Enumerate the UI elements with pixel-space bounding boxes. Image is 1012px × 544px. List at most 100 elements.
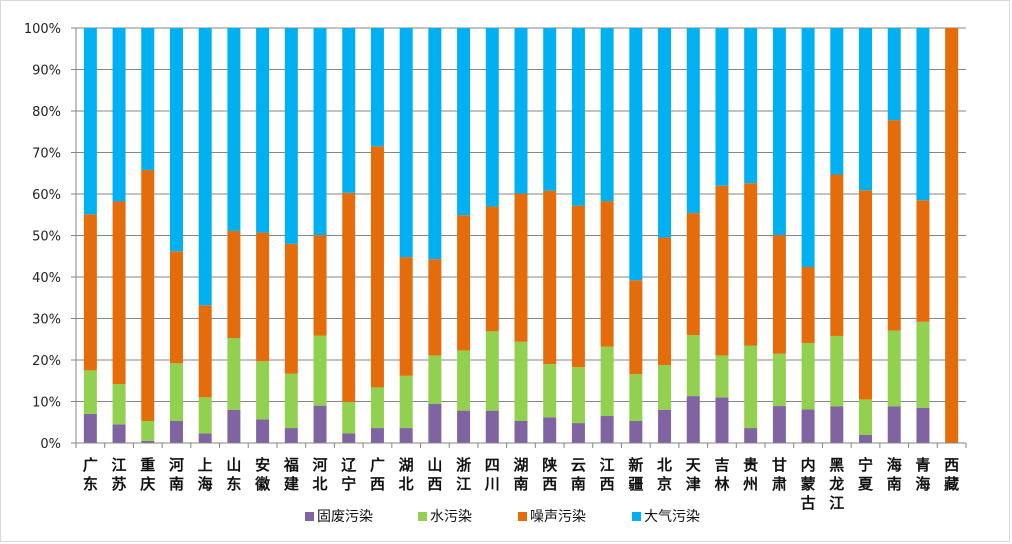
legend-label: 大气污染 bbox=[644, 509, 700, 525]
bar-segment bbox=[169, 363, 183, 422]
x-category-label: 贵州 bbox=[742, 456, 758, 493]
bar-segment bbox=[399, 28, 413, 258]
x-category-label: 辽宁 bbox=[341, 456, 356, 493]
bar-segment bbox=[715, 355, 729, 398]
bar-segment bbox=[485, 206, 499, 332]
x-category-label: 四川 bbox=[484, 456, 500, 493]
legend-swatch bbox=[518, 512, 527, 521]
bar-segment bbox=[658, 28, 672, 238]
bar-segment bbox=[658, 237, 672, 365]
y-tick-label: 90% bbox=[32, 64, 61, 79]
legend-label: 噪声污染 bbox=[530, 509, 586, 525]
x-category-label: 山东 bbox=[226, 456, 241, 493]
bar-segment bbox=[485, 28, 499, 207]
x-category-label: 陕西 bbox=[542, 456, 557, 493]
bar-segment bbox=[256, 419, 270, 443]
bar-segment bbox=[887, 330, 901, 407]
bar-segment bbox=[313, 335, 327, 406]
bar-segment bbox=[629, 280, 643, 375]
bar-segment bbox=[543, 364, 557, 418]
bar-segment bbox=[830, 406, 844, 443]
x-category-label: 重庆 bbox=[140, 456, 155, 493]
bar-segment bbox=[198, 397, 212, 434]
bar-segment bbox=[141, 421, 155, 441]
bar-segment bbox=[370, 387, 384, 429]
bar-segment bbox=[744, 28, 758, 184]
bar-segment bbox=[370, 146, 384, 388]
bar-segment bbox=[830, 28, 844, 175]
bar-segment bbox=[227, 338, 241, 410]
x-category-label: 江西 bbox=[600, 456, 615, 493]
bar-segment bbox=[227, 409, 241, 443]
x-category-label: 海南 bbox=[887, 456, 902, 493]
bar-segment bbox=[313, 235, 327, 336]
bar-segment bbox=[342, 192, 356, 402]
bar-segment bbox=[256, 28, 270, 233]
bar-segment bbox=[600, 201, 614, 347]
bar-segment bbox=[686, 213, 700, 336]
bar-segment bbox=[342, 401, 356, 434]
bar-segment bbox=[916, 28, 930, 201]
legend-label: 固废污染 bbox=[317, 509, 373, 525]
legend-swatch bbox=[632, 512, 641, 521]
bar-segment bbox=[112, 28, 126, 202]
bar-segment bbox=[801, 342, 815, 410]
bar-segment bbox=[744, 183, 758, 346]
bar-segment bbox=[600, 416, 614, 443]
bar-segment bbox=[830, 174, 844, 336]
x-category-label: 安徽 bbox=[254, 456, 271, 493]
y-tick-label: 50% bbox=[32, 230, 61, 245]
bar-segment bbox=[342, 433, 356, 443]
axes bbox=[75, 28, 967, 448]
bar-segment bbox=[370, 428, 384, 443]
bar-segment bbox=[916, 200, 930, 322]
bar-segment bbox=[112, 424, 126, 443]
bar-segment bbox=[772, 28, 786, 236]
bar-segment bbox=[916, 407, 930, 443]
bars bbox=[83, 28, 959, 443]
bar-segment bbox=[772, 353, 786, 407]
legend-label: 水污染 bbox=[430, 509, 472, 525]
bar-segment bbox=[571, 28, 585, 206]
bar-segment bbox=[514, 193, 528, 342]
bar-segment bbox=[686, 396, 700, 443]
bar-segment bbox=[399, 257, 413, 376]
bar-segment bbox=[227, 28, 241, 231]
x-category-label: 新疆 bbox=[628, 456, 643, 493]
bar-segment bbox=[658, 364, 672, 410]
bar-segment bbox=[744, 428, 758, 443]
bar-segment bbox=[198, 305, 212, 398]
bar-segment bbox=[543, 417, 557, 443]
y-tick-label: 10% bbox=[32, 396, 61, 411]
x-axis-categories: 广东江苏重庆河南上海山东安徽福建河北辽宁广西湖北山西浙江四川湖南陕西云南江西新疆… bbox=[83, 456, 959, 512]
x-category-label: 河南 bbox=[169, 456, 184, 493]
bar-segment bbox=[801, 28, 815, 268]
bar-segment bbox=[514, 341, 528, 421]
bar-segment bbox=[686, 335, 700, 397]
bar-segment bbox=[916, 321, 930, 408]
bar-segment bbox=[198, 433, 212, 443]
x-category-label: 甘肃 bbox=[772, 456, 787, 493]
bar-segment bbox=[284, 28, 298, 244]
y-tick-label: 0% bbox=[40, 437, 61, 452]
bar-segment bbox=[284, 428, 298, 443]
bar-segment bbox=[859, 190, 873, 400]
bar-segment bbox=[83, 214, 97, 371]
y-tick-label: 60% bbox=[32, 188, 61, 203]
bar-segment bbox=[256, 232, 270, 362]
bar-segment bbox=[457, 215, 471, 351]
bar-segment bbox=[772, 235, 786, 354]
bar-segment bbox=[169, 421, 183, 443]
bar-segment bbox=[141, 440, 155, 443]
bar-segment bbox=[686, 28, 700, 214]
legend: 固废污染 水污染 噪声污染 大气污染 bbox=[305, 509, 700, 525]
bar-segment bbox=[859, 28, 873, 191]
bar-segment bbox=[370, 28, 384, 147]
x-category-label: 上海 bbox=[198, 456, 213, 493]
bar-segment bbox=[715, 185, 729, 356]
bar-segment bbox=[112, 384, 126, 425]
bar-segment bbox=[715, 28, 729, 186]
bar-segment bbox=[457, 410, 471, 443]
bar-segment bbox=[514, 28, 528, 194]
